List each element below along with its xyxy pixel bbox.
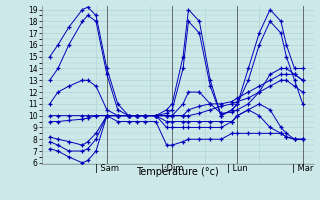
Text: | Dim: | Dim	[161, 164, 183, 173]
Text: | Sam: | Sam	[95, 164, 119, 173]
Text: | Mar: | Mar	[292, 164, 313, 173]
Text: | Lun: | Lun	[227, 164, 248, 173]
X-axis label: Température (°c): Température (°c)	[136, 167, 219, 177]
